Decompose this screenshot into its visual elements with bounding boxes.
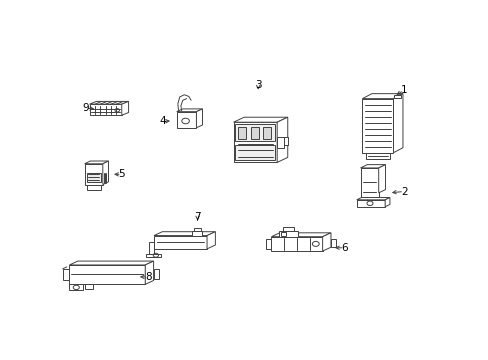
Polygon shape — [146, 254, 161, 257]
Polygon shape — [233, 117, 287, 122]
Polygon shape — [330, 239, 335, 247]
Bar — [283, 136, 287, 145]
Text: 3: 3 — [254, 80, 261, 90]
Bar — [87, 173, 101, 183]
Polygon shape — [265, 239, 271, 249]
Polygon shape — [102, 161, 108, 185]
Polygon shape — [145, 261, 153, 284]
Polygon shape — [356, 198, 389, 200]
Polygon shape — [153, 269, 159, 279]
Bar — [69, 284, 82, 291]
Polygon shape — [378, 165, 385, 193]
Polygon shape — [271, 233, 330, 237]
Bar — [282, 227, 294, 231]
Text: 1: 1 — [400, 85, 407, 95]
Polygon shape — [206, 232, 215, 249]
Bar — [277, 137, 283, 148]
Polygon shape — [271, 237, 322, 251]
Text: 7: 7 — [194, 212, 201, 222]
Polygon shape — [362, 99, 393, 153]
Bar — [235, 145, 275, 160]
Polygon shape — [233, 122, 277, 162]
Bar — [238, 127, 246, 139]
Polygon shape — [84, 164, 102, 185]
Polygon shape — [362, 94, 402, 99]
Polygon shape — [176, 109, 202, 112]
Polygon shape — [62, 269, 69, 280]
Bar — [263, 127, 271, 139]
Bar — [87, 185, 101, 190]
Polygon shape — [277, 117, 287, 162]
Polygon shape — [154, 235, 206, 249]
Bar — [394, 95, 400, 98]
Polygon shape — [360, 165, 385, 168]
Text: 5: 5 — [118, 169, 125, 179]
Bar — [366, 153, 389, 159]
Polygon shape — [196, 109, 202, 128]
Polygon shape — [69, 265, 145, 284]
Polygon shape — [149, 242, 154, 257]
Bar — [279, 231, 297, 237]
Bar — [235, 124, 275, 141]
Polygon shape — [89, 104, 122, 115]
Polygon shape — [84, 161, 108, 164]
Polygon shape — [322, 233, 330, 251]
Bar — [250, 127, 259, 139]
Polygon shape — [385, 198, 389, 207]
Text: 6: 6 — [341, 243, 347, 253]
Bar — [193, 228, 200, 231]
Polygon shape — [360, 168, 378, 200]
Polygon shape — [69, 261, 153, 265]
Text: 4: 4 — [159, 116, 165, 126]
Polygon shape — [122, 102, 128, 115]
Polygon shape — [356, 200, 385, 207]
Text: 9: 9 — [82, 103, 89, 113]
Polygon shape — [154, 232, 215, 235]
Bar — [191, 231, 202, 235]
Polygon shape — [89, 102, 128, 104]
Bar — [280, 232, 285, 235]
Polygon shape — [176, 112, 196, 128]
Text: 8: 8 — [144, 272, 151, 282]
Polygon shape — [393, 94, 402, 153]
Text: 2: 2 — [400, 186, 407, 197]
Bar — [84, 284, 93, 289]
